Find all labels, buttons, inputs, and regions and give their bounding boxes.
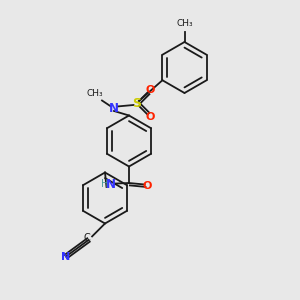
Text: S: S [132, 97, 141, 110]
Text: N: N [61, 251, 70, 262]
Text: C: C [83, 233, 90, 243]
Text: O: O [145, 112, 155, 122]
Text: N: N [106, 178, 116, 191]
Text: N: N [109, 101, 119, 115]
Text: O: O [145, 85, 155, 95]
Text: O: O [142, 181, 152, 191]
Text: CH₃: CH₃ [176, 20, 193, 28]
Text: CH₃: CH₃ [86, 88, 103, 98]
Text: H: H [100, 178, 108, 189]
